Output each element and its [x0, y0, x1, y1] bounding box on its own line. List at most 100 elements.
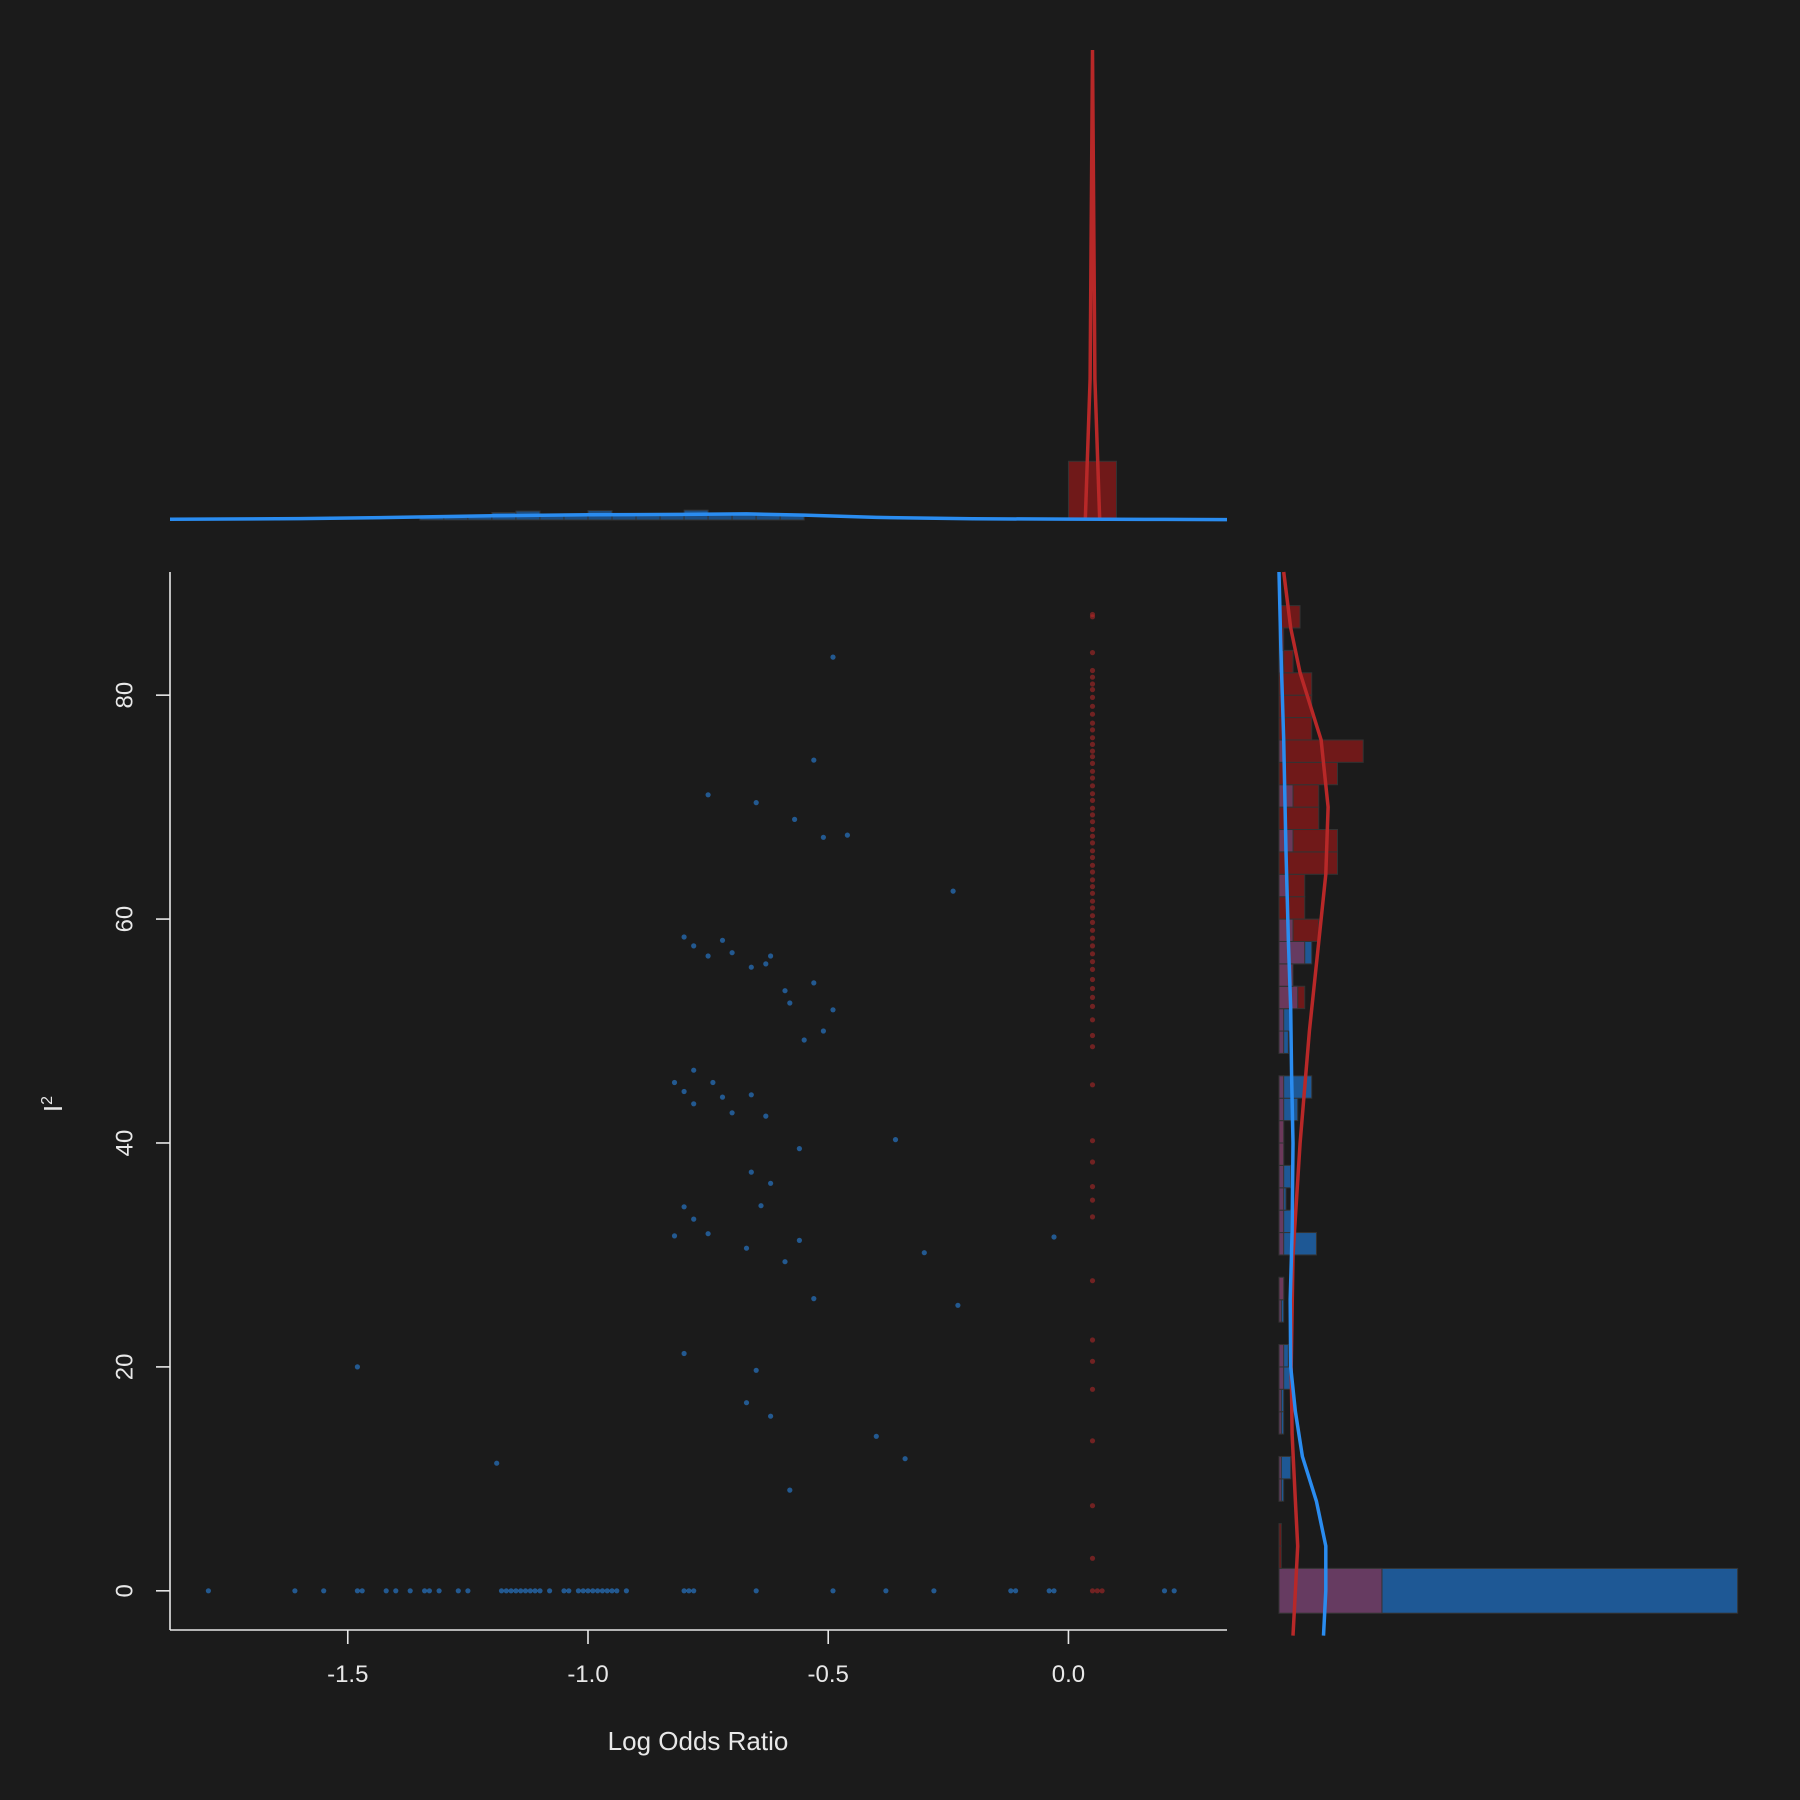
scatter-point-blue	[527, 1588, 533, 1594]
scatter-point-blue	[811, 980, 817, 986]
scatter-point-red	[1089, 1017, 1096, 1023]
scatter-point-red	[1089, 951, 1096, 957]
top-hist-bar	[635, 515, 661, 521]
scatter-point-blue	[787, 1000, 793, 1006]
scatter-point-blue	[719, 937, 726, 943]
scatter-point-red	[1089, 919, 1096, 926]
right-hist-bar-red	[1278, 1523, 1282, 1547]
right-hist-bar-overlap	[1278, 918, 1294, 942]
scatter-point-blue	[537, 1588, 543, 1594]
right-hist-bar-overlap	[1278, 1097, 1285, 1122]
y-tick-label: 20	[111, 1354, 138, 1381]
scatter-point-blue	[710, 1079, 716, 1086]
scatter-point-blue	[820, 834, 827, 840]
scatter-point-blue	[508, 1588, 514, 1594]
scatter-point-red	[1089, 674, 1096, 680]
scatter-point-blue	[691, 1216, 697, 1222]
y-axis-title-base: I	[38, 1105, 68, 1112]
scatter-points	[205, 611, 1177, 1594]
scatter-point-blue	[292, 1588, 298, 1594]
scatter-point-blue	[205, 1588, 211, 1594]
scatter-point-blue	[393, 1588, 399, 1594]
right-hist-bar-blue	[1278, 1232, 1317, 1256]
scatter-point-blue	[763, 1113, 769, 1119]
scatter-point-blue	[743, 1400, 750, 1406]
scatter-point-red	[1089, 650, 1096, 656]
scatter-point-blue	[455, 1588, 461, 1594]
scatter-point-blue	[1008, 1588, 1014, 1594]
scatter-point-red	[1089, 935, 1096, 941]
scatter-point-blue	[796, 1237, 803, 1243]
scatter-point-red	[1089, 703, 1096, 709]
scatter-point-blue	[1046, 1588, 1052, 1594]
right-hist-bar-overlap	[1278, 1232, 1285, 1256]
scatter-point-blue	[513, 1588, 519, 1594]
scatter-point-red	[1089, 905, 1096, 911]
scatter-point-red	[1089, 826, 1096, 833]
scatter-point-blue	[681, 1588, 687, 1594]
scatter-point-blue	[686, 1588, 692, 1594]
scatter-point-blue	[768, 1180, 774, 1186]
scatter-point-red	[1089, 1003, 1096, 1010]
scatter-point-red	[1089, 768, 1096, 774]
right-hist-bar-red	[1278, 1545, 1282, 1569]
scatter-point-blue	[748, 964, 754, 970]
scatter-point-red	[1089, 1044, 1096, 1050]
right-hist-bar-overlap	[1278, 1075, 1285, 1099]
scatter-point-blue	[426, 1588, 432, 1594]
right-hist-bar-overlap	[1278, 1299, 1282, 1323]
scatter-point-blue	[691, 1101, 697, 1107]
scatter-point-red	[1089, 862, 1096, 868]
scatter-point-red	[1089, 848, 1096, 854]
scatter-point-blue	[671, 1079, 678, 1086]
scatter-point-blue	[763, 961, 769, 967]
scatter-point-blue	[705, 1231, 711, 1237]
scatter-point-red	[1094, 1588, 1100, 1594]
scatter-point-blue	[359, 1588, 365, 1594]
scatter-point-blue	[830, 1588, 836, 1594]
scatter-point-blue	[585, 1588, 591, 1594]
scatter-point-blue	[383, 1588, 389, 1594]
scatter-point-blue	[595, 1588, 601, 1594]
scatter-point-red	[1089, 748, 1096, 754]
scatter-point-blue	[873, 1433, 879, 1439]
y-axis-title: I2	[38, 1096, 68, 1112]
scatter-point-red	[1089, 1555, 1096, 1561]
scatter-point-red	[1089, 840, 1096, 846]
scatter-point-blue	[604, 1588, 610, 1594]
right-hist-bar-overlap	[1278, 1411, 1282, 1435]
scatter-point-red	[1089, 720, 1096, 726]
right-hist-bar-overlap	[1278, 1030, 1285, 1054]
scatter-point-red	[1089, 1197, 1096, 1203]
right-hist-bar-overlap	[1278, 1388, 1282, 1413]
scatter-point-blue	[811, 757, 817, 763]
scatter-point-red	[1089, 791, 1096, 797]
scatter-point-blue	[522, 1588, 529, 1594]
scatter-point-blue	[681, 1088, 687, 1095]
scatter-point-red	[1089, 614, 1096, 620]
scatter-point-blue	[955, 1302, 961, 1308]
scatter-point-blue	[599, 1588, 606, 1594]
scatter-point-blue	[753, 800, 759, 806]
scatter-point-blue	[532, 1588, 538, 1594]
scatter-point-blue	[566, 1588, 572, 1594]
scatter-point-blue	[681, 1204, 687, 1210]
scatter-point-blue	[1013, 1588, 1019, 1594]
scatter-point-blue	[503, 1588, 509, 1594]
scatter-point-blue	[465, 1588, 471, 1594]
scatter-point-blue	[681, 934, 687, 940]
scatter-point-red	[1089, 1214, 1096, 1220]
right-hist-bar-overlap	[1278, 1276, 1285, 1301]
axis-ticks: -1.5 -1.0 -0.5 0.0 0 20 40 60 80	[111, 682, 1085, 1688]
scatter-point-red	[1089, 711, 1096, 717]
scatter-point-blue	[691, 943, 697, 949]
scatter-point-blue	[782, 1259, 788, 1265]
scatter-point-blue	[354, 1588, 360, 1594]
scatter-point-blue	[575, 1588, 582, 1594]
y-axis-title-superscript: 2	[39, 1096, 56, 1105]
scatter-point-blue	[623, 1588, 630, 1594]
y-tick-label: 80	[111, 682, 138, 709]
y-tick-label: 40	[111, 1130, 138, 1157]
scatter-point-red	[1089, 754, 1096, 760]
